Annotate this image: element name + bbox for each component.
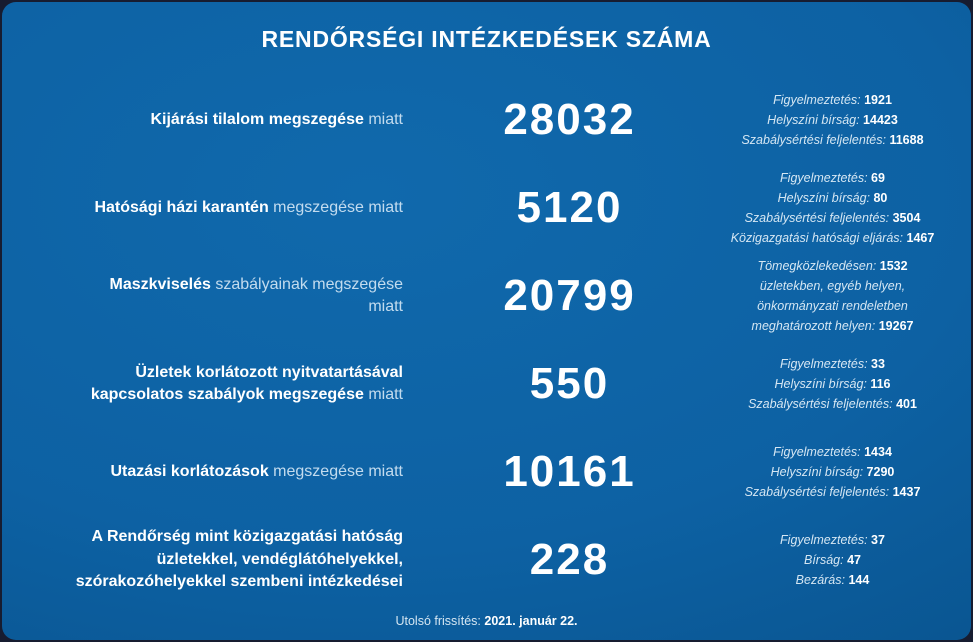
row-label-bold: Üzletek korlátozott nyitvatartásával kap…: [90, 363, 403, 403]
detail-line: Figyelmeztetés: 1921: [702, 90, 963, 110]
detail-value: 1434: [860, 445, 892, 459]
page-title: RENDŐRSÉGI INTÉZKEDÉSEK SZÁMA: [261, 26, 712, 52]
detail-line: üzletekben, egyéb helyen,: [702, 276, 963, 296]
row-value: 28032: [503, 95, 636, 144]
rows: Kijárási tilalom megszegése miatt 28032 …: [2, 76, 971, 604]
detail-label: Figyelmeztetés:: [773, 445, 861, 459]
detail-value: 14423: [859, 113, 898, 127]
detail-label: Helyszíni bírság:: [774, 377, 867, 391]
row-label: Kijárási tilalom megszegése miatt: [2, 109, 437, 131]
row-label-rest: megszegése miatt: [268, 462, 403, 480]
detail-line: Figyelmeztetés: 33: [702, 354, 963, 374]
detail-value: 3504: [889, 211, 921, 225]
detail-label: Figyelmeztetés:: [773, 93, 861, 107]
detail-label: Figyelmeztetés:: [780, 357, 868, 371]
detail-line: Helyszíni bírság: 80: [702, 188, 963, 208]
detail-value: 33: [867, 357, 885, 371]
row-label: A Rendőrség mint közigazgatási hatóság ü…: [2, 526, 437, 593]
row-label-bold: Utazási korlátozások: [110, 462, 269, 480]
footer: Utolsó frissítés: 2021. január 22.: [2, 614, 971, 628]
table-row: Hatósági házi karantén megszegése miatt …: [2, 164, 971, 252]
row-label-bold: Kijárási tilalom megszegése: [150, 110, 364, 128]
detail-line: önkormányzati rendeletben: [702, 296, 963, 316]
row-label-bold: Hatósági házi karantén: [94, 198, 269, 216]
detail-label: Bírság:: [804, 553, 844, 567]
row-details: Figyelmeztetés: 37 Bírság: 47 Bezárás: 144: [702, 530, 971, 590]
detail-label: Tömegközlekedésen:: [757, 259, 877, 273]
detail-value: 1437: [889, 485, 921, 499]
detail-value: 1467: [903, 231, 935, 245]
detail-value: 1532: [876, 259, 908, 273]
detail-line: Figyelmeztetés: 1434: [702, 442, 963, 462]
row-label-rest: miatt: [363, 386, 403, 403]
detail-label: Szabálysértési feljelentés:: [741, 133, 886, 147]
row-label: Hatósági házi karantén megszegése miatt: [2, 197, 437, 219]
row-details: Figyelmeztetés: 1434 Helyszíni bírság: 72…: [702, 442, 971, 502]
detail-value: 69: [867, 171, 885, 185]
detail-label: Figyelmeztetés:: [780, 171, 868, 185]
footer-label: Utolsó frissítés:: [395, 614, 481, 628]
detail-line: Bezárás: 144: [702, 570, 963, 590]
detail-line: Tömegközlekedésen: 1532: [702, 256, 963, 276]
row-details: Figyelmeztetés: 33 Helyszíni bírság: 116 S…: [702, 354, 971, 414]
detail-value: 80: [870, 191, 888, 205]
table-row: Kijárási tilalom megszegése miatt 28032 …: [2, 76, 971, 164]
row-label: Üzletek korlátozott nyitvatartásával kap…: [2, 362, 437, 407]
detail-value: 19267: [875, 319, 914, 333]
detail-value: 11688: [885, 133, 924, 147]
detail-value: 1921: [860, 93, 892, 107]
row-label: Utazási korlátozások megszegése miatt: [2, 461, 437, 483]
row-label: Maszkviselés szabályainak megszegése mia…: [2, 274, 437, 319]
row-label-bold: A Rendőrség mint közigazgatási hatóság ü…: [75, 528, 403, 591]
detail-label: önkormányzati rendeletben: [757, 299, 908, 313]
row-value: 5120: [516, 183, 623, 232]
detail-label: meghatározott helyen:: [751, 319, 876, 333]
footer-value: 2021. január 22.: [484, 614, 578, 628]
detail-label: Helyszíni bírság:: [777, 191, 870, 205]
detail-value: 47: [843, 553, 861, 567]
row-label-rest: szabályainak megszegése miatt: [210, 275, 403, 315]
row-value: 20799: [503, 271, 636, 320]
row-details: Figyelmeztetés: 1921 Helyszíni bírság: 14…: [702, 90, 971, 150]
detail-label: Bezárás:: [795, 573, 845, 587]
row-details: Tömegközlekedésen: 1532 üzletekben, egyéb…: [702, 256, 971, 336]
detail-line: Helyszíni bírság: 7290: [702, 462, 963, 482]
detail-value: 7290: [863, 465, 895, 479]
detail-line: meghatározott helyen: 19267: [702, 316, 963, 336]
detail-label: üzletekben, egyéb helyen,: [759, 279, 906, 293]
detail-value: 116: [866, 377, 891, 391]
detail-line: Figyelmeztetés: 37: [702, 530, 963, 550]
row-label-bold: Maszkviselés: [109, 275, 211, 293]
detail-label: Szabálysértési feljelentés:: [744, 211, 890, 225]
detail-label: Helyszíni bírság:: [767, 113, 860, 127]
row-details: Figyelmeztetés: 69 Helyszíni bírság: 80 Sz…: [702, 168, 971, 248]
table-row: Utazási korlátozások megszegése miatt 10…: [2, 428, 971, 516]
row-label-rest: miatt: [363, 110, 403, 128]
table-row: Maszkviselés szabályainak megszegése mia…: [2, 252, 971, 340]
detail-line: Helyszíni bírság: 14423: [702, 110, 963, 130]
table-row: Üzletek korlátozott nyitvatartásával kap…: [2, 340, 971, 428]
detail-line: Szabálysértési feljelentés: 401: [702, 394, 963, 414]
detail-line: Szabálysértési feljelentés: 3504: [702, 208, 963, 228]
table-row: A Rendőrség mint közigazgatási hatóság ü…: [2, 516, 971, 604]
detail-line: Helyszíni bírság: 116: [702, 374, 963, 394]
detail-line: Bírság: 47: [702, 550, 963, 570]
detail-label: Helyszíni bírság:: [770, 465, 864, 479]
detail-label: Figyelmeztetés:: [780, 533, 868, 547]
row-value: 550: [529, 359, 610, 408]
detail-line: Szabálysértési feljelentés: 11688: [702, 130, 963, 150]
detail-line: Közigazgatási hatósági eljárás: 1467: [702, 228, 963, 248]
detail-label: Szabálysértési feljelentés:: [744, 485, 890, 499]
row-value: 228: [529, 535, 610, 584]
row-value: 10161: [503, 447, 636, 496]
detail-value: 37: [867, 533, 885, 547]
detail-value: 144: [845, 573, 870, 587]
row-label-rest: megszegése miatt: [268, 198, 403, 216]
detail-label: Közigazgatási hatósági eljárás:: [730, 231, 904, 245]
detail-line: Figyelmeztetés: 69: [702, 168, 963, 188]
detail-line: Szabálysértési feljelentés: 1437: [702, 482, 963, 502]
detail-value: 401: [892, 397, 917, 411]
detail-label: Szabálysértési feljelentés:: [748, 397, 893, 411]
